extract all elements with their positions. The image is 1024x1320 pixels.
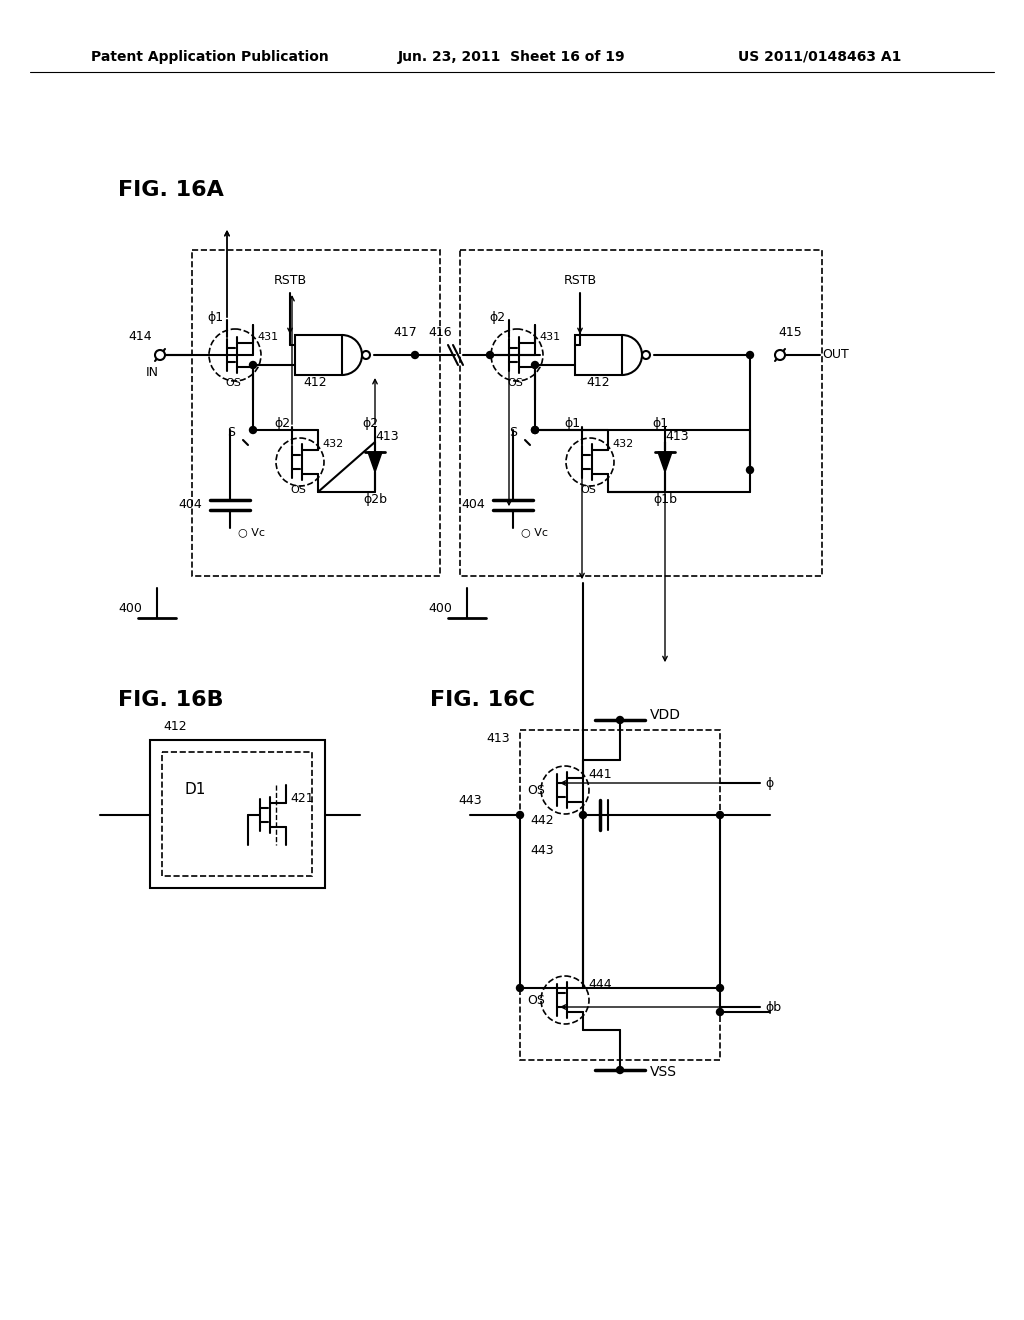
Text: 415: 415 <box>778 326 802 339</box>
Text: OS: OS <box>507 378 523 388</box>
Text: ϕ1: ϕ1 <box>652 417 668 430</box>
Text: 413: 413 <box>375 430 398 444</box>
Text: 414: 414 <box>128 330 152 343</box>
Circle shape <box>412 351 419 359</box>
Text: RSTB: RSTB <box>273 273 306 286</box>
Text: 443: 443 <box>458 793 482 807</box>
Text: ϕ2: ϕ2 <box>361 417 378 430</box>
Circle shape <box>717 985 724 991</box>
Bar <box>193 249 440 576</box>
Circle shape <box>486 351 494 359</box>
Circle shape <box>775 350 785 360</box>
Circle shape <box>155 350 165 360</box>
Text: 431: 431 <box>257 333 279 342</box>
Circle shape <box>362 351 370 359</box>
Text: OS: OS <box>290 484 306 495</box>
Text: 400: 400 <box>428 602 452 615</box>
Bar <box>150 741 325 888</box>
Text: FIG. 16A: FIG. 16A <box>118 180 224 201</box>
Text: 441: 441 <box>588 767 611 780</box>
Bar <box>575 335 622 375</box>
Polygon shape <box>658 451 672 473</box>
Text: ϕ1b: ϕ1b <box>653 494 677 507</box>
Bar <box>162 752 312 876</box>
Text: ○ Vc: ○ Vc <box>521 527 548 537</box>
Circle shape <box>516 985 523 991</box>
Text: 404: 404 <box>461 499 485 511</box>
Text: ϕ2b: ϕ2b <box>362 494 387 507</box>
Text: VDD: VDD <box>650 708 681 722</box>
Text: ϕb: ϕb <box>765 1001 781 1014</box>
Text: US 2011/0148463 A1: US 2011/0148463 A1 <box>738 50 902 63</box>
Text: 432: 432 <box>612 440 633 449</box>
Text: 413: 413 <box>486 731 510 744</box>
Bar <box>295 335 342 375</box>
Text: 417: 417 <box>393 326 417 339</box>
Circle shape <box>250 362 256 368</box>
Text: ϕ: ϕ <box>765 776 773 789</box>
Text: ϕ2: ϕ2 <box>488 310 505 323</box>
Text: 412: 412 <box>586 376 610 389</box>
Circle shape <box>250 426 256 433</box>
Text: IN: IN <box>145 367 159 380</box>
Circle shape <box>717 812 724 818</box>
Circle shape <box>531 426 539 433</box>
Bar <box>520 730 720 1060</box>
Circle shape <box>616 1067 624 1073</box>
Polygon shape <box>368 451 382 473</box>
Text: OS: OS <box>580 484 596 495</box>
Text: OS: OS <box>225 378 241 388</box>
Circle shape <box>531 426 539 433</box>
Text: VSS: VSS <box>650 1065 677 1078</box>
Text: ϕ1: ϕ1 <box>564 417 580 430</box>
Text: 412: 412 <box>163 719 186 733</box>
Text: OS: OS <box>527 994 545 1006</box>
Circle shape <box>746 466 754 474</box>
Text: 443: 443 <box>530 843 554 857</box>
Text: ϕ1: ϕ1 <box>207 310 223 323</box>
Text: 400: 400 <box>118 602 142 615</box>
Text: 413: 413 <box>666 430 689 444</box>
Text: S: S <box>227 426 234 440</box>
Text: OS: OS <box>527 784 545 796</box>
Text: S: S <box>509 426 517 440</box>
Text: D1: D1 <box>184 783 206 797</box>
Text: 404: 404 <box>178 499 202 511</box>
Text: OUT: OUT <box>822 348 849 362</box>
Text: 442: 442 <box>530 813 554 826</box>
Text: 431: 431 <box>539 333 560 342</box>
Text: Jun. 23, 2011  Sheet 16 of 19: Jun. 23, 2011 Sheet 16 of 19 <box>398 50 626 63</box>
Text: ϕ2: ϕ2 <box>274 417 290 430</box>
Circle shape <box>642 351 650 359</box>
Text: RSTB: RSTB <box>563 273 597 286</box>
Bar <box>460 249 822 576</box>
Text: ○ Vc: ○ Vc <box>238 527 265 537</box>
Circle shape <box>580 812 587 818</box>
Text: FIG. 16C: FIG. 16C <box>430 690 535 710</box>
Circle shape <box>717 1008 724 1015</box>
Text: 444: 444 <box>588 978 611 990</box>
Circle shape <box>531 362 539 368</box>
Circle shape <box>516 812 523 818</box>
Text: 412: 412 <box>303 376 327 389</box>
Text: FIG. 16B: FIG. 16B <box>118 690 223 710</box>
Text: 421: 421 <box>290 792 313 805</box>
Text: 416: 416 <box>428 326 452 339</box>
Text: 432: 432 <box>322 440 343 449</box>
Circle shape <box>616 717 624 723</box>
Circle shape <box>746 351 754 359</box>
Text: Patent Application Publication: Patent Application Publication <box>91 50 329 63</box>
